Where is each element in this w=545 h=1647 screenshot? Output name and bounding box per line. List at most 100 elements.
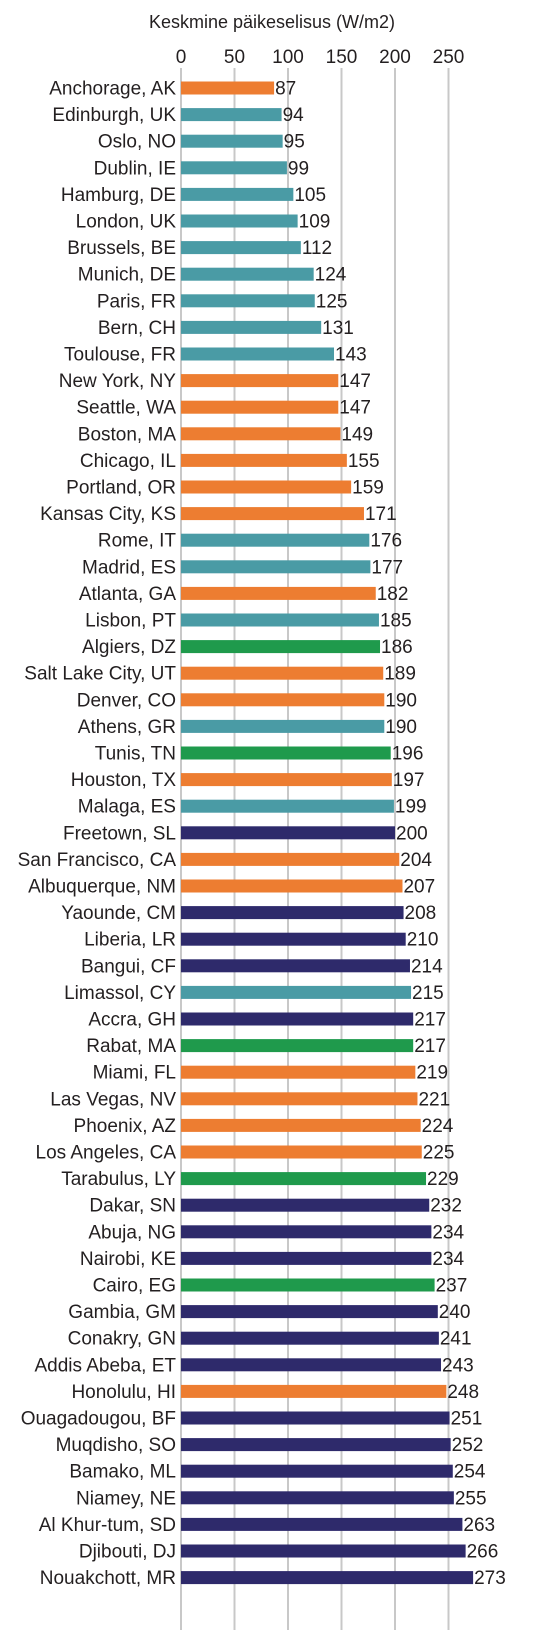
category-label: Cairo, EG [93, 1276, 176, 1297]
bar [181, 453, 347, 467]
category-label: Yaounde, CM [61, 903, 176, 924]
value-label: 147 [339, 398, 371, 419]
category-label: Dakar, SN [89, 1196, 176, 1217]
category-label: Tarabulus, LY [61, 1169, 176, 1190]
category-label: Las Vegas, NV [50, 1089, 176, 1110]
bar [181, 1065, 416, 1079]
category-label: Tunis, TN [95, 744, 176, 765]
bar [181, 480, 352, 494]
value-label: 255 [455, 1488, 487, 1509]
value-label: 234 [432, 1249, 464, 1270]
value-label: 124 [315, 265, 347, 286]
bar [181, 241, 301, 255]
category-label: Los Angeles, CA [36, 1143, 177, 1164]
bar [181, 161, 287, 175]
bars: Anchorage, AK 87 Edinburgh, UK 94 Oslo, NO 95… [18, 79, 506, 1590]
value-label: 210 [407, 930, 439, 951]
value-label: 204 [400, 850, 432, 871]
category-label: Houston, TX [71, 770, 177, 791]
category-label: Salt Lake City, UT [24, 664, 176, 685]
value-label: 95 [284, 132, 305, 153]
value-label: 252 [452, 1435, 484, 1456]
value-label: 224 [422, 1116, 454, 1137]
value-label: 214 [411, 956, 443, 977]
value-label: 234 [432, 1222, 464, 1243]
bar [181, 1384, 447, 1398]
bar [181, 347, 335, 361]
value-label: 207 [403, 877, 435, 898]
value-label: 241 [440, 1329, 472, 1350]
category-label: Denver, CO [77, 690, 176, 711]
bar [181, 799, 394, 813]
bar [181, 560, 371, 574]
bar [181, 1331, 439, 1345]
category-label: Gambia, GM [68, 1302, 176, 1323]
category-label: Freetown, SL [63, 823, 176, 844]
bar [181, 320, 322, 334]
value-label: 190 [385, 690, 417, 711]
category-label: Paris, FR [97, 291, 176, 312]
value-label: 99 [288, 158, 309, 179]
category-label: Nouakchott, MR [40, 1568, 176, 1589]
bar [181, 1491, 454, 1505]
category-label: Rabat, MA [86, 1036, 176, 1057]
bar [181, 187, 294, 201]
category-label: Munich, DE [78, 265, 176, 286]
value-label: 189 [384, 664, 416, 685]
category-label: Athens, GR [78, 717, 176, 738]
category-label: Phoenix, AZ [74, 1116, 177, 1137]
bar [181, 214, 298, 228]
value-label: 186 [381, 637, 413, 658]
bar [181, 826, 395, 840]
value-label: 196 [392, 744, 424, 765]
category-label: Albuquerque, NM [28, 877, 176, 898]
category-label: Algiers, DZ [82, 637, 176, 658]
value-label: 155 [348, 451, 380, 472]
x-tick-label: 50 [224, 47, 245, 68]
bar [181, 1438, 451, 1452]
x-tick-label: 150 [326, 47, 358, 68]
category-label: Madrid, ES [82, 557, 176, 578]
value-label: 215 [412, 983, 444, 1004]
category-label: Conakry, GN [68, 1329, 176, 1350]
category-label: Malaga, ES [78, 797, 176, 818]
bar [181, 427, 341, 441]
value-label: 197 [393, 770, 425, 791]
category-label: Nairobi, KE [80, 1249, 176, 1270]
value-label: 219 [416, 1063, 448, 1084]
category-label: Limassol, CY [64, 983, 176, 1004]
category-label: London, UK [76, 212, 177, 233]
value-label: 251 [451, 1409, 483, 1430]
category-label: Edinburgh, UK [52, 105, 176, 126]
category-label: Brussels, BE [67, 238, 176, 259]
value-label: 147 [339, 371, 371, 392]
value-label: 177 [371, 557, 403, 578]
bar [181, 1118, 421, 1132]
bar [181, 1012, 414, 1026]
bar [181, 1145, 422, 1159]
category-label: Bangui, CF [81, 956, 176, 977]
bar [181, 1225, 432, 1239]
category-label: Djibouti, DJ [79, 1542, 176, 1563]
x-tick-label: 0 [176, 47, 187, 68]
bar [181, 1198, 430, 1212]
category-label: New York, NY [59, 371, 177, 392]
value-label: 273 [474, 1568, 506, 1589]
value-label: 232 [430, 1196, 462, 1217]
bar [181, 773, 392, 787]
bar [181, 533, 370, 547]
bar [181, 294, 315, 308]
x-tick-label: 250 [433, 47, 465, 68]
chart-title: Keskmine päikeselisus (W/m2) [149, 12, 395, 32]
category-label: Lisbon, PT [85, 611, 176, 632]
bar [181, 134, 283, 148]
value-label: 221 [418, 1089, 450, 1110]
value-label: 105 [294, 185, 326, 206]
bar [181, 746, 391, 760]
category-label: Boston, MA [78, 424, 177, 445]
bar [181, 81, 275, 95]
bar [181, 666, 384, 680]
value-label: 243 [442, 1355, 474, 1376]
bar [181, 108, 282, 122]
